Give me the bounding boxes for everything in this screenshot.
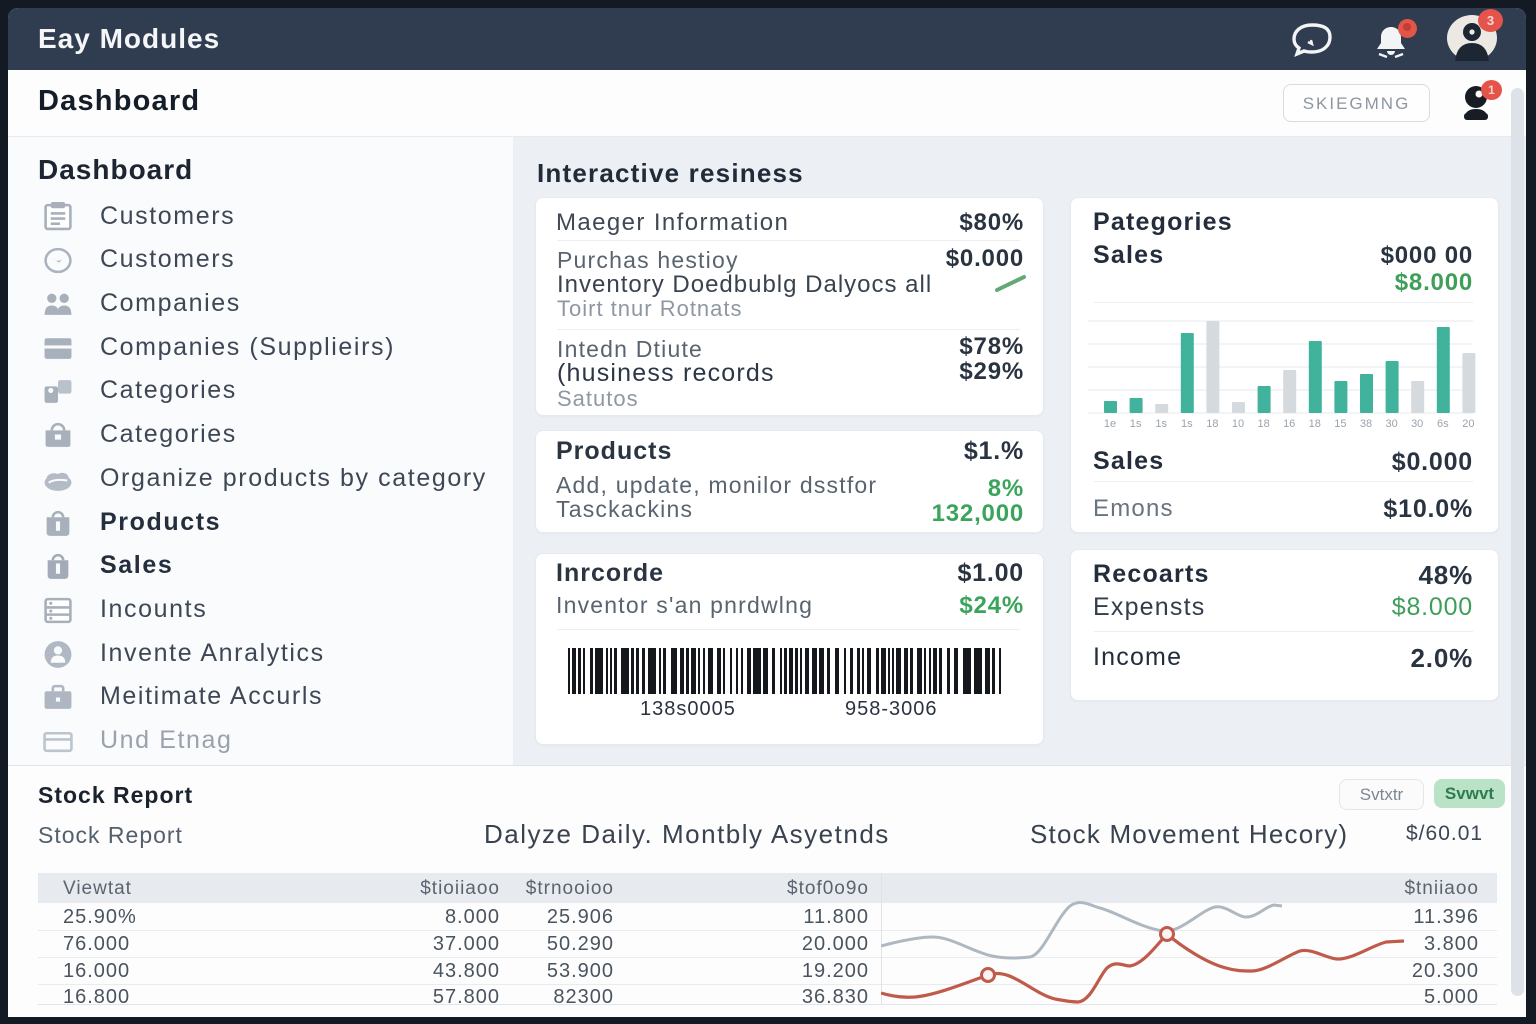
svg-text:30: 30: [1385, 418, 1397, 430]
svg-text:38: 38: [1360, 418, 1372, 430]
svg-text:16: 16: [1283, 418, 1295, 430]
svg-text:15: 15: [1334, 418, 1346, 430]
svg-text:18: 18: [1309, 418, 1321, 430]
svg-text:18: 18: [1206, 418, 1218, 430]
svg-text:6s: 6s: [1437, 418, 1449, 430]
svg-text:10: 10: [1232, 418, 1244, 430]
svg-text:18: 18: [1257, 418, 1269, 430]
svg-text:1s: 1s: [1155, 418, 1167, 430]
svg-text:1s: 1s: [1181, 418, 1193, 430]
svg-text:1s: 1s: [1130, 418, 1142, 430]
svg-text:30: 30: [1411, 418, 1423, 430]
svg-text:1e: 1e: [1104, 418, 1116, 430]
svg-text:20: 20: [1462, 418, 1474, 430]
